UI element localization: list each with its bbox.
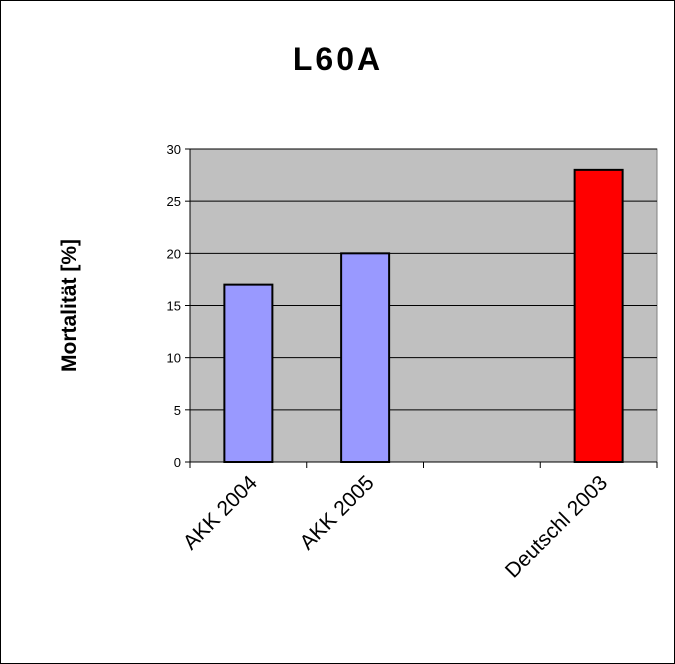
y-tick-label: 20 (167, 246, 181, 261)
x-tick-label: AKK 2004 (179, 471, 262, 554)
y-tick-label: 15 (167, 299, 181, 314)
bar (223, 283, 274, 463)
y-tick-label: 25 (167, 194, 181, 209)
y-axis-label: Mortalität [%] (58, 239, 81, 372)
axes (185, 148, 658, 468)
x-tick-label: AKK 2005 (296, 471, 379, 554)
x-tick-labels: AKK 2004 AKK 2005 Deutschl 2003 (179, 471, 612, 582)
bars (223, 168, 624, 463)
bar (340, 252, 391, 463)
y-tick-labels: 0 5 10 15 20 25 30 (167, 142, 181, 470)
y-tick-label: 5 (174, 403, 181, 418)
x-tick-label: Deutschl 2003 (501, 471, 612, 582)
y-tick-label: 30 (167, 142, 181, 157)
bar (573, 168, 624, 463)
chart-title: L60A (293, 41, 383, 77)
y-tick-label: 10 (167, 351, 181, 366)
y-tick-label: 0 (174, 455, 181, 470)
